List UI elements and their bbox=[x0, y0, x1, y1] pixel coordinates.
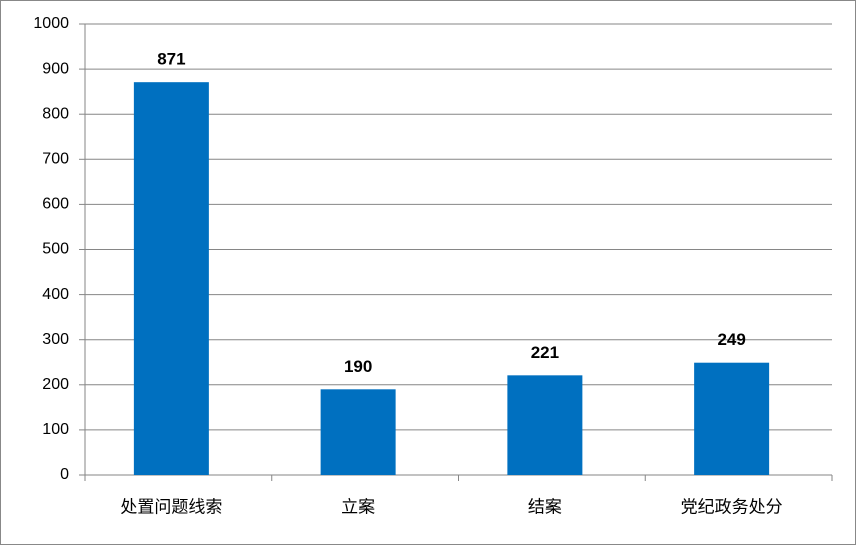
x-tick-label: 结案 bbox=[528, 497, 562, 516]
bar bbox=[694, 362, 770, 475]
y-tick-label: 800 bbox=[42, 105, 69, 122]
data-label: 190 bbox=[344, 357, 372, 376]
bar bbox=[320, 389, 396, 475]
y-tick-label: 1000 bbox=[33, 15, 69, 32]
x-tick-label: 处置问题线索 bbox=[120, 497, 222, 516]
y-tick-label: 700 bbox=[42, 151, 69, 168]
bar bbox=[133, 82, 209, 475]
y-tick-label: 600 bbox=[42, 196, 69, 213]
data-label: 221 bbox=[531, 343, 559, 362]
y-tick-label: 0 bbox=[60, 466, 69, 483]
y-tick-label: 300 bbox=[42, 331, 69, 348]
x-tick-label: 党纪政务处分 bbox=[681, 497, 783, 516]
y-tick-label: 900 bbox=[42, 60, 69, 77]
y-tick-label: 500 bbox=[42, 241, 69, 258]
x-tick-label: 立案 bbox=[341, 497, 375, 516]
y-tick-label: 100 bbox=[42, 421, 69, 438]
data-label: 871 bbox=[157, 50, 185, 69]
y-tick-label: 200 bbox=[42, 376, 69, 393]
data-label: 249 bbox=[717, 330, 745, 349]
bar bbox=[507, 375, 583, 475]
y-tick-label: 400 bbox=[42, 286, 69, 303]
